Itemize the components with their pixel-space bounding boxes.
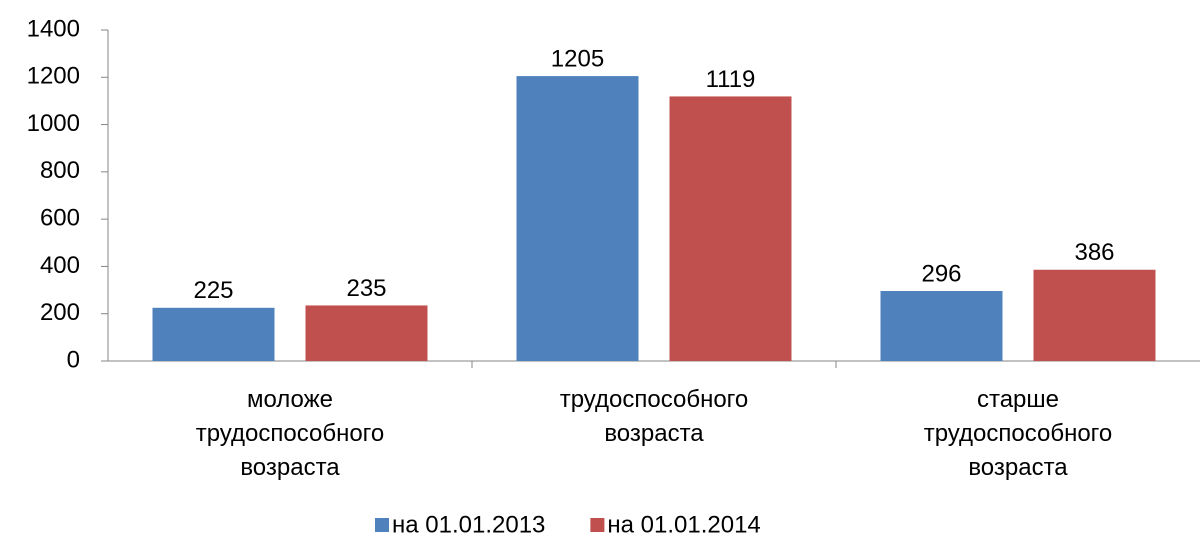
bar: [305, 305, 428, 361]
legend-label: на 01.01.2013: [392, 511, 545, 538]
y-tick-label: 400: [40, 252, 80, 279]
data-label: 386: [1074, 239, 1114, 266]
data-label: 1205: [551, 45, 604, 72]
x-tick-label: моложе трудоспособного возраста: [195, 386, 385, 481]
legend-swatch: [590, 518, 605, 532]
data-label: 1119: [706, 66, 756, 93]
bar: [669, 96, 792, 361]
y-tick-label: 200: [40, 299, 80, 326]
legend-swatch: [375, 518, 389, 532]
bar: [152, 307, 275, 361]
y-tick-label: 1400: [27, 15, 80, 42]
y-tick-label: 1200: [27, 63, 80, 90]
bar: [1033, 269, 1156, 361]
y-tick-label: 600: [40, 204, 80, 231]
data-label: 225: [193, 277, 233, 304]
data-label: 296: [921, 260, 961, 287]
x-tick-label: трудоспособного возраста: [559, 386, 749, 447]
data-label: 235: [346, 275, 386, 302]
y-tick-label: 1000: [27, 110, 80, 137]
bar: [516, 76, 639, 361]
legend-label: на 01.01.2014: [607, 511, 760, 538]
y-tick-label: 0: [67, 346, 80, 373]
bar: [880, 291, 1003, 361]
y-tick-label: 800: [40, 157, 80, 184]
x-tick-label: старше трудоспособного возраста: [923, 386, 1113, 481]
